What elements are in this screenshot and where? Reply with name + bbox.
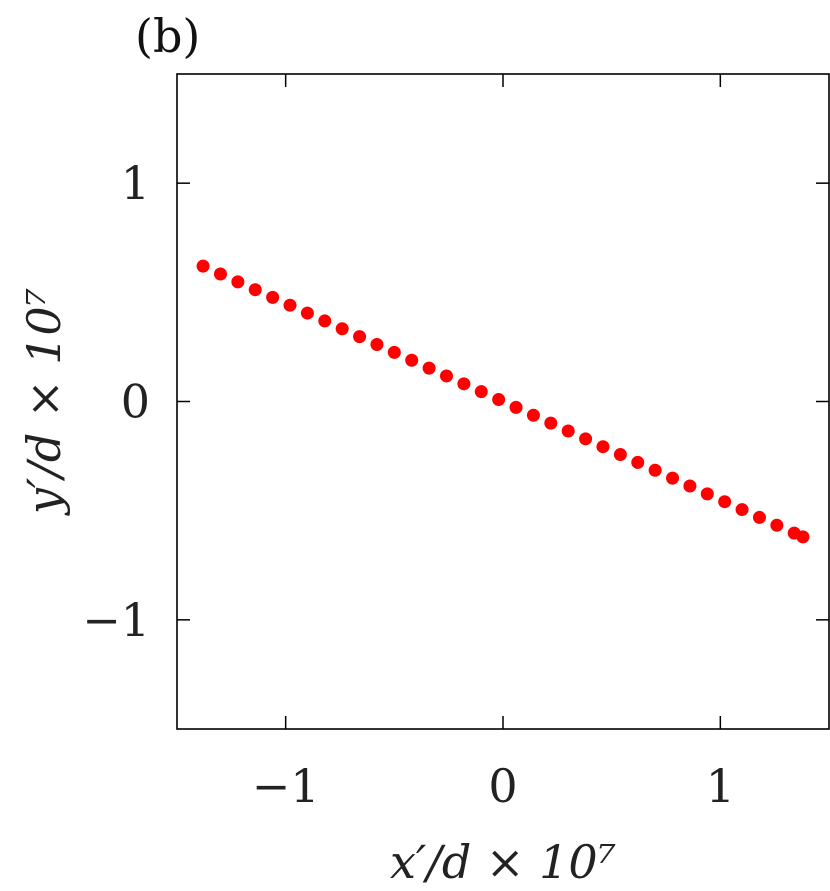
tick-marks — [177, 74, 829, 729]
data-point — [492, 393, 506, 407]
data-point — [248, 283, 262, 297]
y-tick-label: 0 — [121, 375, 150, 429]
data-point — [266, 290, 280, 304]
data-point — [648, 463, 662, 477]
data-point — [752, 510, 766, 524]
data-point — [422, 361, 436, 375]
data-point — [370, 338, 384, 352]
data-point — [770, 518, 784, 532]
data-point — [509, 400, 523, 414]
data-point — [666, 471, 680, 485]
tick-labels: −1 0 1 −1 0 1 — [82, 156, 735, 813]
data-point — [405, 353, 419, 367]
x-tick-label: −1 — [252, 759, 320, 813]
data-point — [213, 267, 227, 281]
data-point — [353, 330, 367, 344]
data-point — [718, 495, 732, 509]
data-point — [283, 298, 297, 312]
data-point — [561, 424, 575, 438]
data-point — [474, 385, 488, 399]
data-point — [318, 314, 332, 328]
data-point — [300, 306, 314, 320]
data-point — [579, 432, 593, 446]
data-point — [631, 455, 645, 469]
panel-label: (b) — [135, 9, 200, 63]
y-axis-label: y′/d × 10⁷ — [17, 288, 71, 516]
data-point — [683, 479, 697, 493]
x-axis-label: x′/d × 10⁷ — [390, 835, 616, 889]
data-point — [196, 259, 210, 273]
data-point — [526, 408, 540, 422]
data-point — [387, 345, 401, 359]
x-tick-label: 1 — [706, 759, 735, 813]
data-point — [335, 322, 349, 336]
x-tick-label: 0 — [488, 759, 517, 813]
data-point — [735, 503, 749, 517]
data-point — [439, 369, 453, 383]
y-tick-label: −1 — [82, 593, 150, 647]
data-point — [596, 440, 610, 454]
data-point — [613, 448, 627, 462]
data-point — [796, 530, 810, 544]
data-point — [700, 487, 714, 501]
data-point — [457, 377, 471, 391]
data-points — [196, 259, 810, 544]
data-point — [231, 275, 245, 289]
y-tick-label: 1 — [121, 156, 150, 210]
data-point — [544, 416, 558, 430]
